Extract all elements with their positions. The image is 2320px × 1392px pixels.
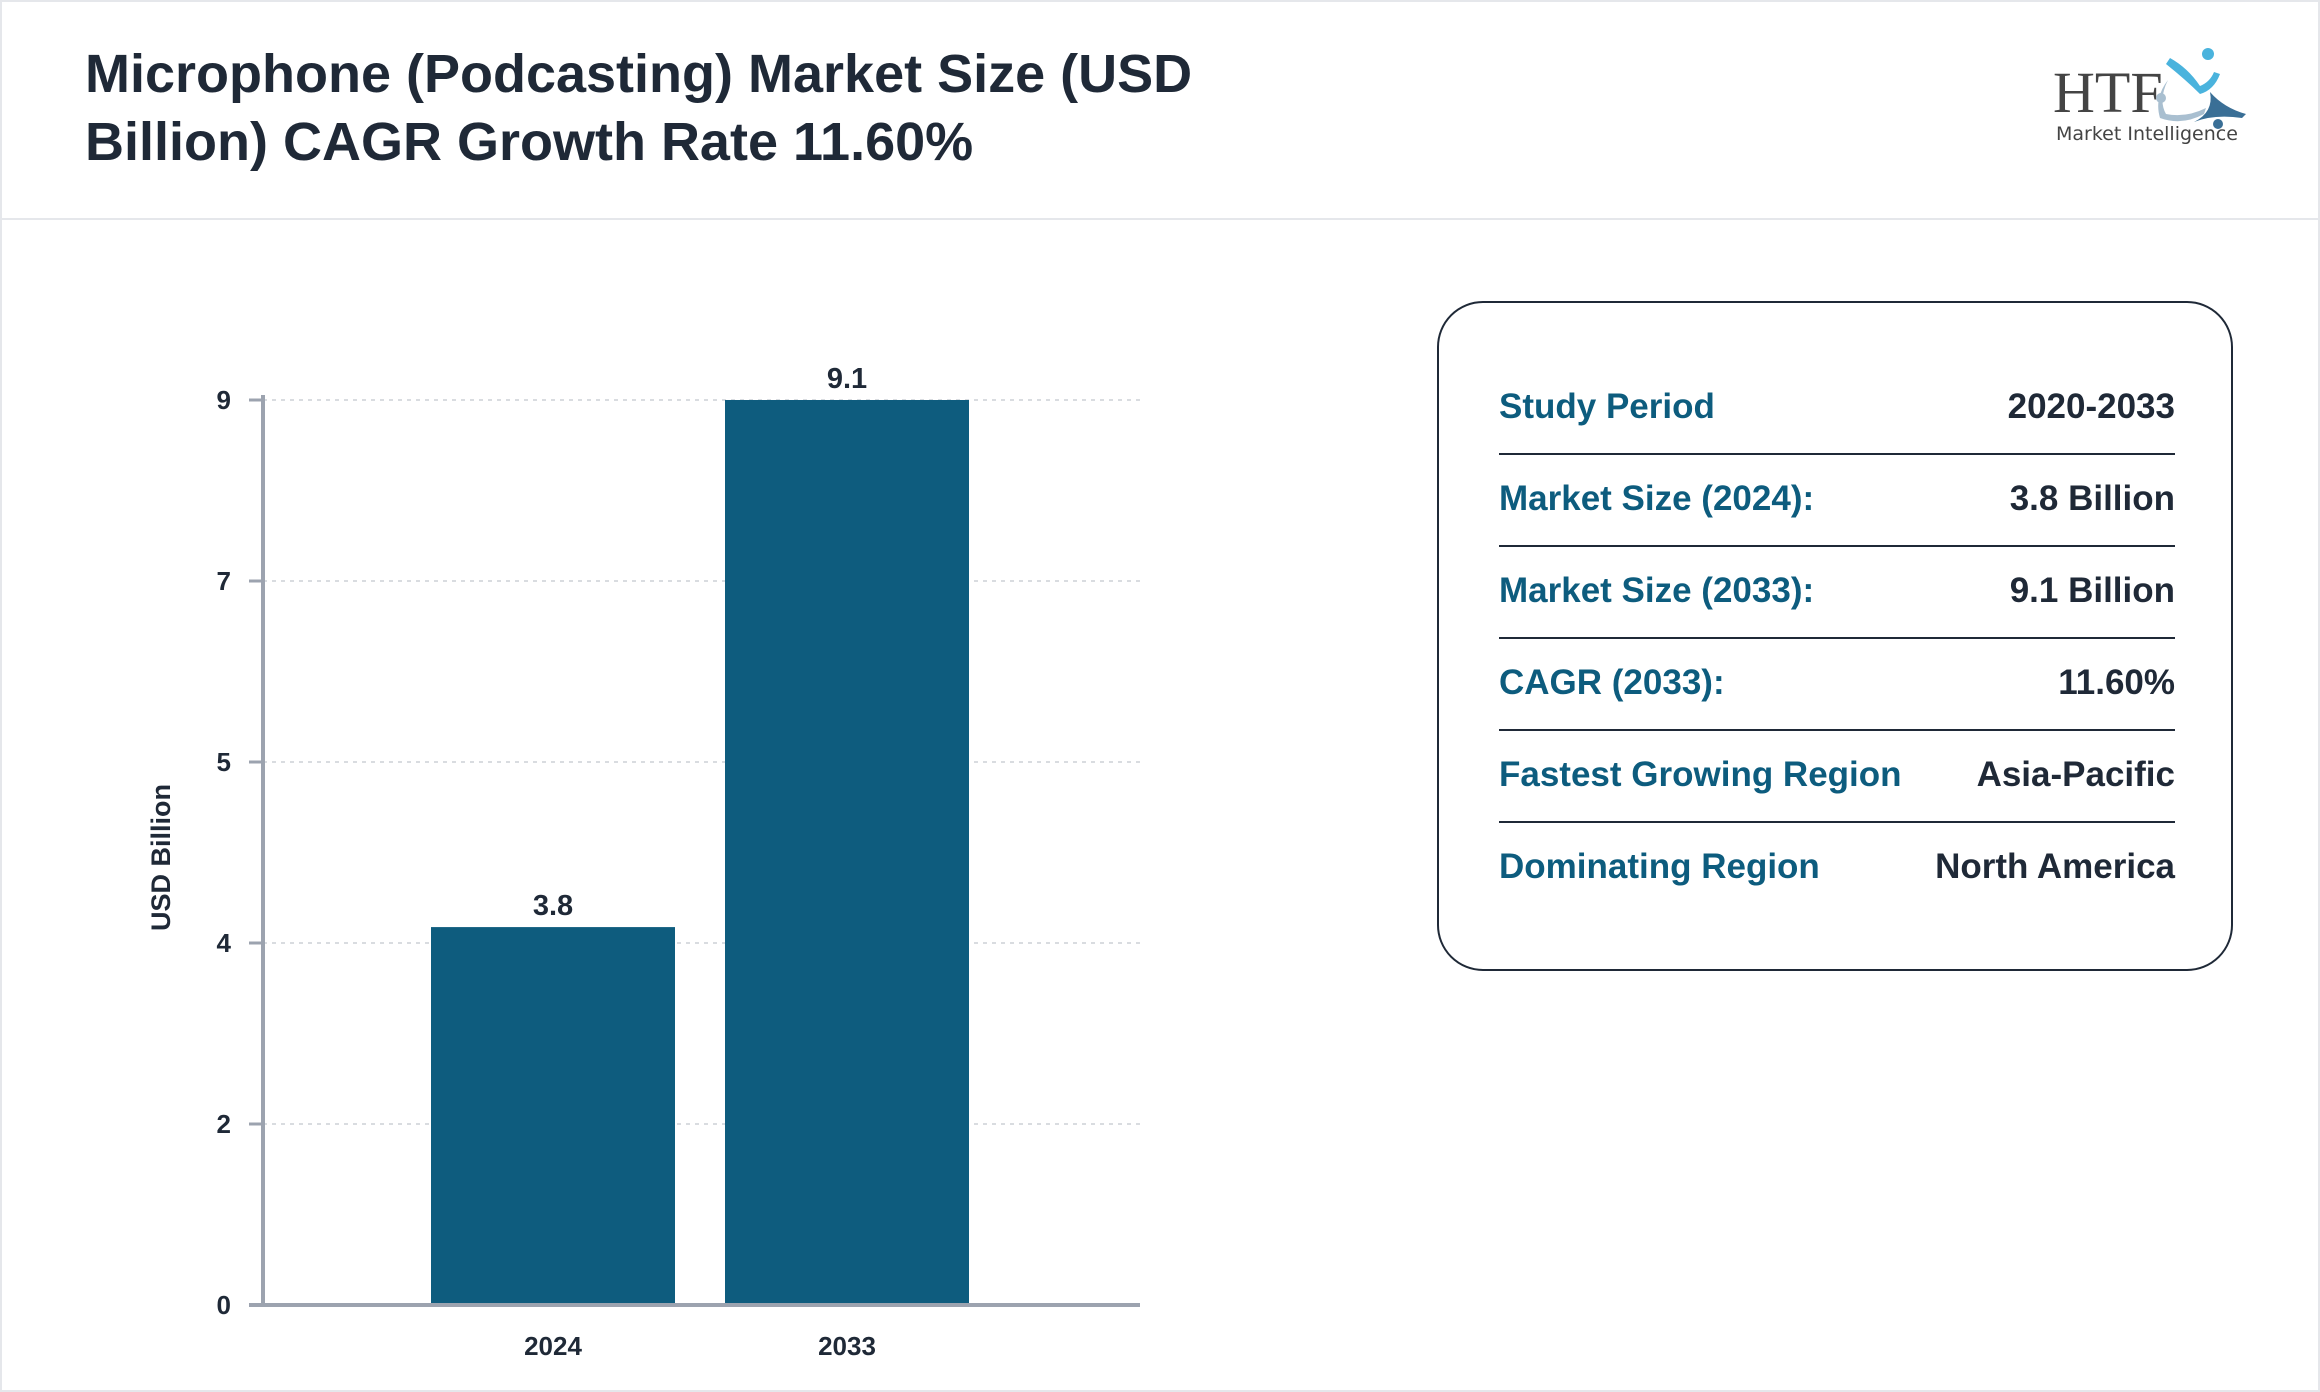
info-card: Study Period 2020-2033 Market Size (2024):… xyxy=(1437,301,2233,971)
data-label: 3.8 xyxy=(533,890,573,922)
info-value: 9.1 Billion xyxy=(2009,571,2175,610)
y-axis-label: USD Billion xyxy=(146,784,176,931)
x-tick-label: 2033 xyxy=(818,1331,876,1361)
data-label: 9.1 xyxy=(827,363,867,395)
htf-logo: HTF Market Intelligence xyxy=(2053,48,2246,145)
bar-chart: 0 2 4 5 7 9 3.8 2024 9.1 2033 USD Billion xyxy=(146,363,1140,1361)
info-row: Market Size (2033): 9.1 Billion xyxy=(1499,545,2175,639)
info-value: North America xyxy=(1935,847,2175,886)
info-row: Fastest Growing Region Asia-Pacific xyxy=(1499,729,2175,823)
y-tick-label: 4 xyxy=(217,928,232,958)
svg-text:HTF: HTF xyxy=(2053,60,2163,125)
info-row: Dominating Region North America xyxy=(1499,821,2175,913)
svg-text:Market Intelligence: Market Intelligence xyxy=(2056,123,2238,145)
info-value: 2020-2033 xyxy=(2007,387,2175,426)
info-label: CAGR (2033): xyxy=(1499,663,1725,702)
info-label: Dominating Region xyxy=(1499,847,1820,886)
bar-2033 xyxy=(725,400,969,1305)
page-title: Microphone (Podcasting) Market Size (USD… xyxy=(85,44,1193,172)
info-row: Market Size (2024): 3.8 Billion xyxy=(1499,453,2175,547)
y-tick-label: 5 xyxy=(217,747,231,777)
info-label: Market Size (2024): xyxy=(1499,479,1815,518)
y-tick-label: 9 xyxy=(217,385,231,415)
header: Microphone (Podcasting) Market Size (USD… xyxy=(0,0,2320,220)
info-value: Asia-Pacific xyxy=(1976,755,2175,794)
info-label: Study Period xyxy=(1499,387,1715,426)
y-tick-label: 2 xyxy=(217,1109,231,1139)
info-row: CAGR (2033): 11.60% xyxy=(1499,637,2175,731)
info-value: 11.60% xyxy=(2058,663,2175,702)
x-tick-label: 2024 xyxy=(524,1331,582,1361)
info-label: Market Size (2033): xyxy=(1499,571,1815,610)
bar-2024 xyxy=(431,927,675,1305)
info-value: 3.8 Billion xyxy=(2009,479,2175,518)
info-row: Study Period 2020-2033 xyxy=(1499,361,2175,455)
y-tick-label: 7 xyxy=(217,566,231,596)
info-label: Fastest Growing Region xyxy=(1499,755,1902,794)
y-tick-label: 0 xyxy=(217,1290,231,1320)
